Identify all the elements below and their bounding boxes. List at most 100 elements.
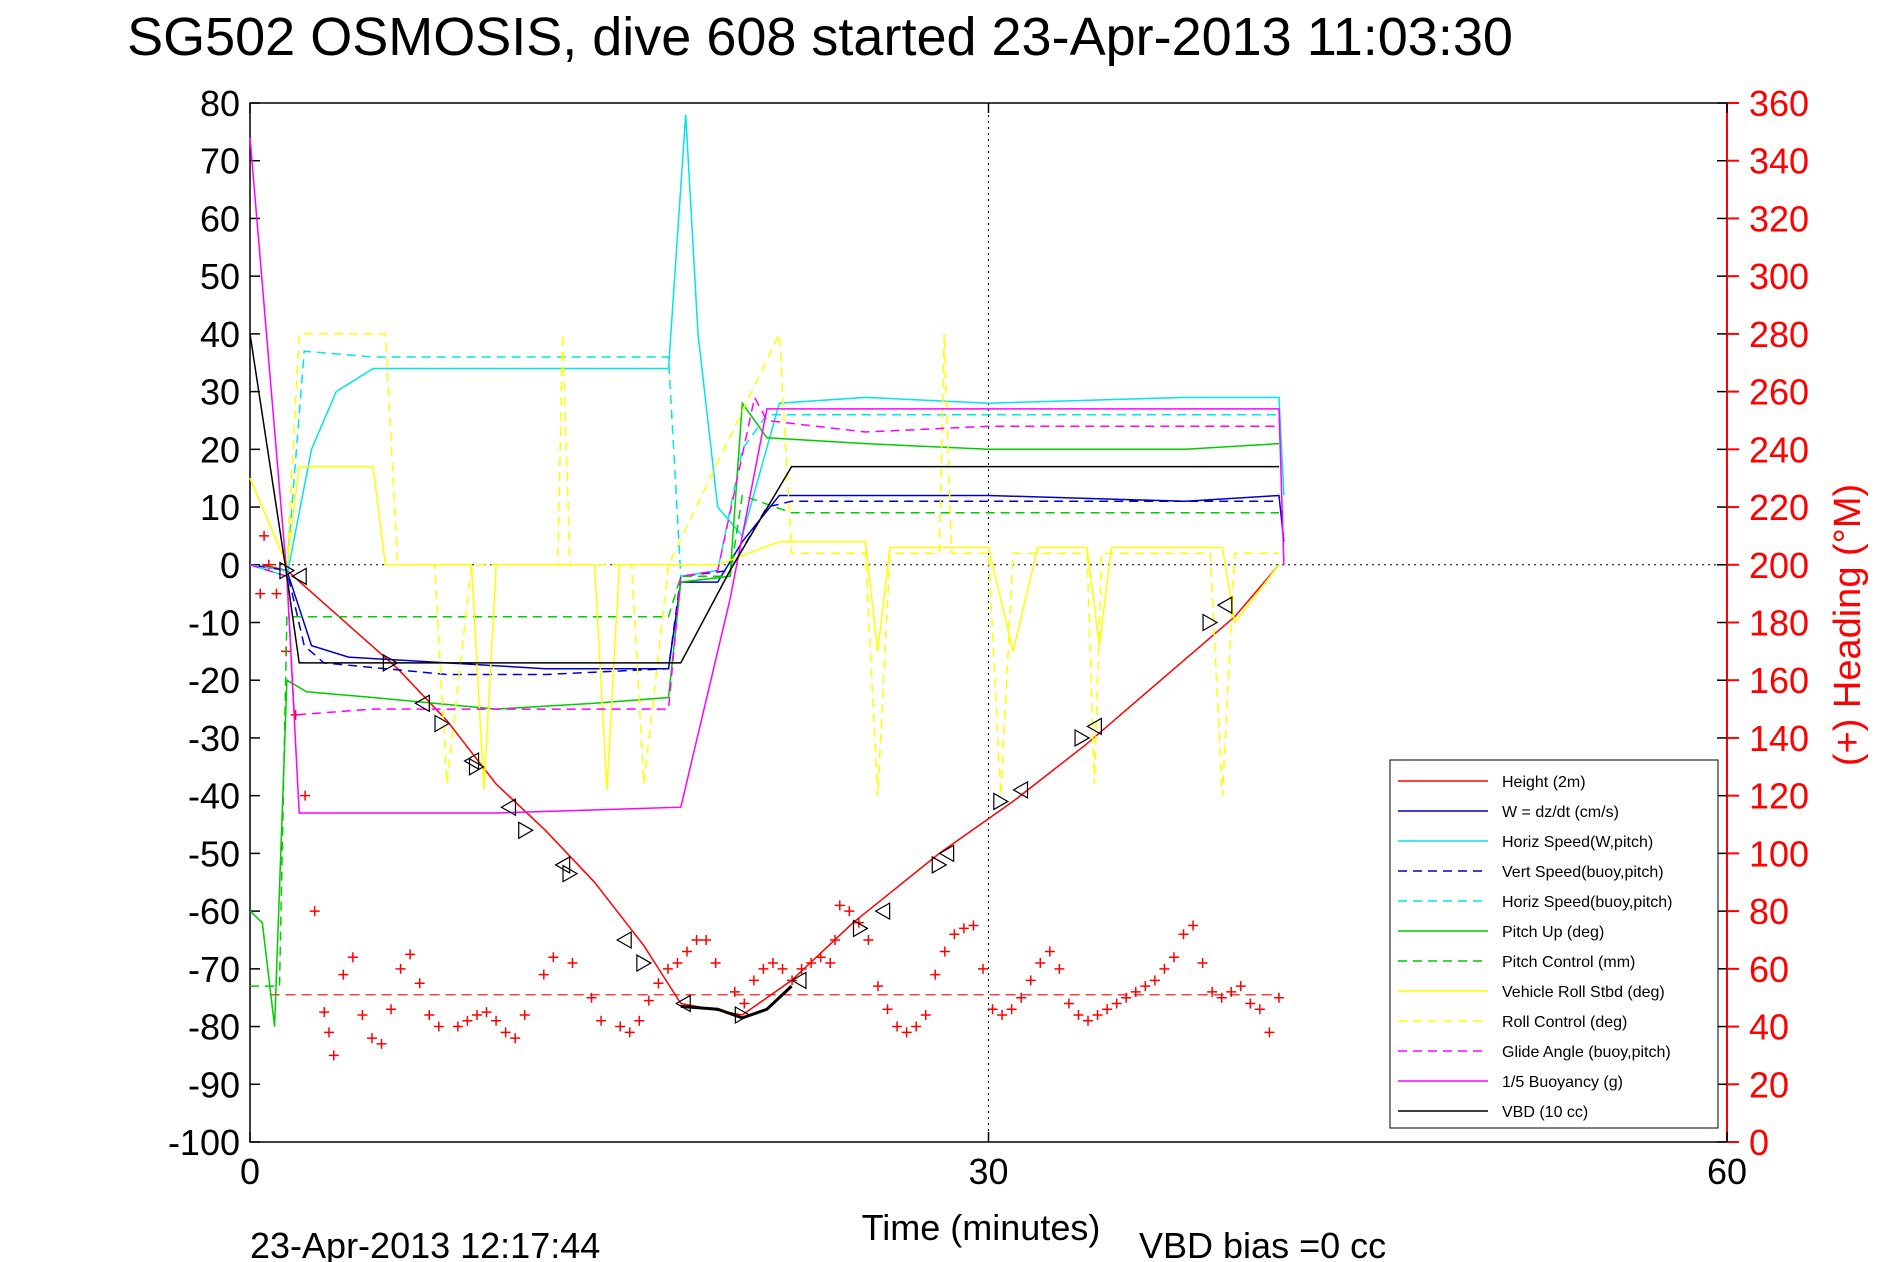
y-left-tick-label: -100 bbox=[168, 1122, 240, 1163]
legend: Height (2m) W = dz/dt (cm/s) Horiz Speed(W… bbox=[1389, 759, 1719, 1129]
heading-point bbox=[672, 958, 683, 969]
y-left-tick-label: 80 bbox=[200, 83, 240, 124]
y-right-tick-label: 160 bbox=[1749, 660, 1809, 701]
y-right-tick-label: 100 bbox=[1749, 833, 1809, 874]
heading-point bbox=[424, 1010, 435, 1021]
y-right-tick-label: 200 bbox=[1749, 545, 1809, 586]
series-pitch-control-mm bbox=[250, 494, 1279, 987]
x-tick-label: 60 bbox=[1707, 1151, 1747, 1192]
height-triangle-marker bbox=[993, 792, 1010, 811]
heading-point bbox=[1273, 992, 1284, 1003]
heading-point bbox=[1264, 1027, 1275, 1038]
y-left-tick-label: -80 bbox=[188, 1007, 240, 1048]
height-triangle-marker bbox=[1012, 780, 1029, 799]
y-right-tick-label: 360 bbox=[1749, 83, 1809, 124]
heading-point bbox=[1149, 975, 1160, 986]
heading-point bbox=[500, 1027, 511, 1038]
series-pitch-up-deg bbox=[249, 401, 1280, 1027]
heading-point bbox=[462, 1015, 473, 1026]
legend-label: Pitch Control (mm) bbox=[1502, 954, 1635, 971]
heading-point bbox=[682, 946, 693, 957]
y-right-tick-label: 340 bbox=[1749, 141, 1809, 182]
y-left-tick-label: -10 bbox=[188, 603, 240, 644]
heading-point bbox=[471, 1010, 482, 1021]
y-left-tick-label: -40 bbox=[188, 776, 240, 817]
heading-point bbox=[691, 934, 702, 945]
series-vehicle-roll-stbd-deg bbox=[249, 465, 1280, 790]
heading-point bbox=[978, 963, 989, 974]
height-triangle-marker bbox=[468, 757, 485, 776]
heading-point bbox=[825, 958, 836, 969]
heading-point bbox=[872, 981, 883, 992]
heading-point bbox=[1188, 920, 1199, 931]
y-right-tick-label: 280 bbox=[1749, 314, 1809, 355]
series-vbd-10-cc bbox=[249, 333, 1279, 664]
heading-point bbox=[596, 1015, 607, 1026]
heading-point bbox=[309, 906, 320, 917]
y-left-tick-label: 10 bbox=[200, 487, 240, 528]
y-left-tick-label: 0 bbox=[220, 545, 240, 586]
legend-box bbox=[1389, 759, 1719, 1129]
y-right-tick-label: 240 bbox=[1749, 429, 1809, 470]
heading-point bbox=[255, 588, 266, 599]
height-triangle-marker bbox=[279, 561, 296, 580]
triangle-markers bbox=[279, 561, 1233, 1025]
axis-ticks: 80706050403020100-10-20-30-40-50-60-70-8… bbox=[168, 83, 1809, 1192]
legend-label: Glide Angle (buoy,pitch) bbox=[1502, 1044, 1671, 1061]
y-right-tick-label: 80 bbox=[1749, 891, 1789, 932]
y-right-tick-label: 300 bbox=[1749, 256, 1809, 297]
heading-point bbox=[366, 1033, 377, 1044]
height-triangle-marker bbox=[1074, 728, 1091, 747]
series-1-5-buoyancy-g bbox=[249, 137, 1285, 814]
heading-point bbox=[1207, 986, 1218, 997]
legend-label: VBD (10 cc) bbox=[1502, 1104, 1588, 1121]
heading-point bbox=[634, 1015, 645, 1026]
height-triangle-marker bbox=[382, 653, 399, 672]
x-tick-label: 0 bbox=[240, 1151, 260, 1192]
heading-point bbox=[911, 1021, 922, 1032]
y-right-tick-label: 220 bbox=[1749, 487, 1809, 528]
height-triangle-marker bbox=[414, 694, 430, 713]
heading-point bbox=[853, 917, 864, 928]
series-horiz-speed-w-pitch bbox=[249, 114, 1285, 578]
heading-point bbox=[1054, 963, 1065, 974]
heading-point bbox=[863, 934, 874, 945]
heading-point bbox=[1197, 958, 1208, 969]
heading-point bbox=[958, 923, 969, 934]
heading-point bbox=[1178, 929, 1189, 940]
height-triangle-marker bbox=[1202, 613, 1219, 632]
height-triangle-marker bbox=[938, 844, 955, 863]
heading-point bbox=[433, 1021, 444, 1032]
legend-label: Pitch Up (deg) bbox=[1502, 924, 1604, 941]
heading-point bbox=[949, 929, 960, 940]
heading-point bbox=[1044, 946, 1055, 957]
heading-point bbox=[300, 790, 311, 801]
height-triangle-marker bbox=[500, 798, 517, 817]
heading-point bbox=[452, 1021, 463, 1032]
heading-point bbox=[930, 969, 941, 980]
y-left-tick-label: 70 bbox=[200, 141, 240, 182]
x-tick-label: 30 bbox=[968, 1151, 1008, 1192]
apogee-segment bbox=[680, 985, 793, 1020]
footer-date: 23-Apr-2013 12:17:44 bbox=[250, 1225, 600, 1262]
height-triangle-marker bbox=[562, 864, 579, 883]
y-right-tick-label: 180 bbox=[1749, 603, 1809, 644]
heading-point bbox=[1063, 998, 1074, 1009]
heading-point bbox=[414, 978, 425, 989]
heading-point bbox=[701, 934, 712, 945]
height-triangle-marker bbox=[1216, 596, 1233, 615]
legend-label: Vehicle Roll Stbd (deg) bbox=[1502, 984, 1665, 1001]
heading-point bbox=[624, 1027, 635, 1038]
legend-label: Vert Speed(buoy,pitch) bbox=[1502, 864, 1664, 881]
heading-point bbox=[1111, 998, 1122, 1009]
series-vert-speed-buoy-pitch bbox=[249, 500, 1279, 676]
heading-point bbox=[405, 949, 416, 960]
heading-point bbox=[510, 1033, 521, 1044]
heading-point bbox=[710, 958, 721, 969]
height-triangle-marker bbox=[790, 971, 807, 990]
heading-point bbox=[1245, 998, 1256, 1009]
heading-point bbox=[662, 963, 673, 974]
heading-point bbox=[538, 969, 549, 980]
y-left-tick-label: -50 bbox=[188, 833, 240, 874]
